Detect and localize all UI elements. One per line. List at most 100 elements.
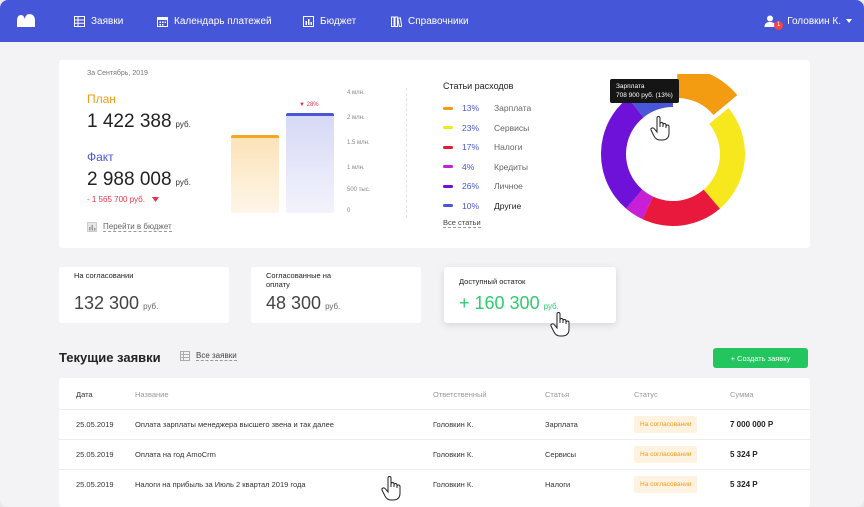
expense-name: Сервисы (494, 122, 530, 133)
table-row[interactable]: 25.05.2019 Оплата на год AmoCrm Головкин К… (59, 439, 810, 469)
bar-delta: ▼ 28% (299, 102, 319, 108)
y-tick: 0 (347, 208, 351, 214)
expense-legend-item[interactable]: 10% Другие (443, 200, 521, 212)
create-request-button[interactable]: + Создать заявку (713, 348, 808, 368)
donut-slice-4[interactable] (626, 189, 654, 220)
fact-diff: - 1 565 700 руб. (87, 195, 160, 204)
fact-diff-value: - 1 565 700 руб. (87, 195, 145, 204)
donut-slice-5[interactable] (601, 97, 644, 209)
column-header[interactable]: Дата (76, 390, 93, 399)
chart-icon (87, 222, 97, 232)
table-icon (74, 15, 85, 27)
stat-value: 48 300 руб. (266, 293, 340, 314)
legend-swatch (443, 106, 453, 110)
nav-item-label: Заявки (91, 15, 124, 27)
cell-sum: 5 324 Р (730, 450, 758, 459)
expense-percent: 26% (462, 181, 480, 191)
expense-name: Кредиты (494, 161, 528, 172)
status-badge: На согласовании (634, 446, 698, 463)
cell-sum: 5 324 Р (730, 480, 758, 489)
expense-percent: 4% (462, 161, 475, 172)
expense-legend-item[interactable]: 4% Кредиты (443, 161, 528, 173)
nav-item-label: Бюджет (320, 15, 357, 27)
plan-unit: руб. (175, 120, 191, 129)
cell-sum: 7 000 000 Р (730, 420, 774, 429)
all-requests-link[interactable]: Все заявки (180, 351, 237, 361)
tooltip-title: Зарплата (616, 83, 645, 90)
cell-item: Налоги (545, 480, 571, 489)
plan-label: План (87, 92, 116, 106)
legend-swatch (443, 145, 453, 149)
column-header[interactable]: Сумма (730, 390, 754, 399)
plan-bar (231, 135, 279, 213)
y-tick: 1.5 млн. (347, 140, 370, 146)
expense-name: Другие (494, 200, 522, 211)
stat-card-approved[interactable]: Согласованные на оплату 48 300 руб. (251, 267, 421, 323)
hand-cursor-icon (550, 312, 570, 337)
user-icon (764, 15, 776, 27)
y-tick: 1 млн. (347, 165, 365, 171)
legend-swatch (443, 165, 453, 168)
requests-table: Дата Название Ответственный Статья Стату… (59, 378, 810, 507)
chart-tooltip: Зарплата 708 900 руб. (13%) (610, 79, 679, 103)
donut-slice-3[interactable] (642, 189, 720, 226)
legend-swatch (443, 126, 453, 129)
chevron-down-icon (846, 19, 852, 23)
stat-amount: 48 300 (266, 293, 322, 313)
nav-item-label: Справочники (408, 15, 469, 27)
status-badge: На согласовании (634, 476, 698, 493)
plan-value: 1 422 388 руб. (87, 111, 191, 133)
stat-card-available[interactable]: Доступный остаток + 160 300 руб. (444, 267, 616, 337)
calendar-icon (157, 16, 168, 27)
stat-card-pending[interactable]: На согласовании 132 300 руб. (59, 267, 229, 323)
top-nav: Заявки Календарь платежей Бюджет Справоч… (0, 0, 864, 42)
donut-slice-2[interactable] (703, 108, 745, 209)
summary-card: За Сентябрь, 2019 План 1 422 388 руб. Фак… (59, 60, 810, 248)
column-header[interactable]: Ответственный (433, 390, 487, 399)
nav-item-label: Календарь платежей (174, 15, 272, 27)
column-header[interactable]: Статья (545, 390, 570, 399)
fact-amount: 2 988 008 (87, 169, 172, 190)
stat-label: Доступный остаток (459, 277, 526, 286)
go-to-budget-link[interactable]: Перейти в бюджет (87, 222, 172, 232)
legend-swatch (443, 204, 453, 207)
user-menu[interactable]: 1 Головкин К. (764, 0, 852, 42)
nav-item-calendar[interactable]: Календарь платежей (157, 0, 272, 42)
expense-legend-item[interactable]: 23% Сервисы (443, 122, 529, 134)
section-title: Текущие заявки (59, 350, 161, 365)
expense-percent: 23% (462, 122, 480, 133)
expense-legend-item[interactable]: 26% Личное (443, 180, 523, 192)
expense-legend-item[interactable]: 17% Налоги (443, 141, 523, 153)
cell-name: Оплата зарплаты менеджера высшего звена … (135, 420, 334, 429)
y-tick: 4 млн. (347, 90, 365, 96)
table-row[interactable]: 25.05.2019 Оплата зарплаты менеджера высш… (59, 409, 810, 439)
column-header[interactable]: Статус (634, 390, 658, 399)
bar-delta-value: 28% (306, 102, 319, 108)
expense-name: Налоги (494, 142, 523, 152)
logo-icon[interactable] (16, 13, 36, 28)
nav-item-budget[interactable]: Бюджет (303, 0, 356, 42)
period-label: За Сентябрь, 2019 (87, 70, 148, 77)
cell-owner: Головкин К. (433, 420, 474, 429)
donut-slice-1[interactable] (677, 74, 738, 115)
cell-owner: Головкин К. (433, 480, 474, 489)
expense-percent: 17% (462, 142, 480, 152)
status-badge: На согласовании (634, 416, 698, 433)
cell-date: 25.05.2019 (76, 480, 114, 489)
triangle-down-icon (152, 197, 160, 202)
nav-item-references[interactable]: Справочники (391, 0, 469, 42)
all-items-link[interactable]: Все статьи (443, 218, 481, 228)
fact-value: 2 988 008 руб. (87, 169, 191, 191)
expense-name: Зарплата (494, 103, 532, 113)
nav-item-requests[interactable]: Заявки (74, 0, 123, 42)
hand-cursor-icon (381, 476, 401, 501)
table-row[interactable]: 25.05.2019 Налоги на прибыль за Июль 2 кв… (59, 469, 810, 499)
expense-percent: 13% (462, 103, 480, 113)
legend-swatch (443, 184, 453, 188)
expense-percent: 10% (462, 200, 480, 211)
column-header[interactable]: Название (135, 390, 169, 399)
expense-legend-item[interactable]: 13% Зарплата (443, 102, 531, 114)
stat-label: На согласовании (74, 271, 134, 280)
hand-cursor-icon (650, 116, 670, 141)
